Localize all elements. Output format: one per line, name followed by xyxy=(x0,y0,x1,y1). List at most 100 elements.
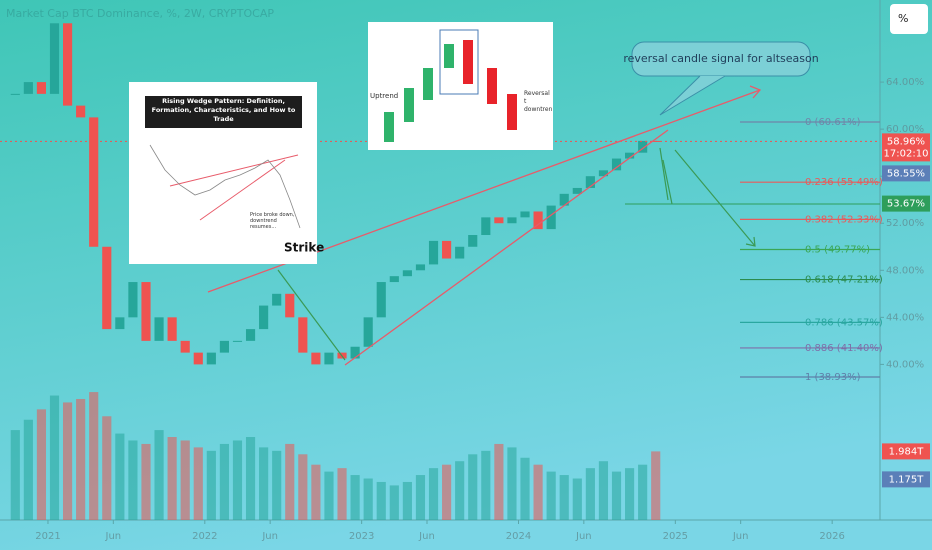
inset-brand: Strike xyxy=(284,241,324,255)
volume-bar xyxy=(520,457,530,520)
volume-bar xyxy=(102,416,112,520)
price-badge-sub: 17:02:10 xyxy=(884,148,929,159)
volume-bar xyxy=(180,440,190,520)
volume-bar xyxy=(337,468,347,520)
candle xyxy=(546,205,556,230)
candle xyxy=(298,317,308,353)
volume-bar xyxy=(611,471,622,520)
candle xyxy=(442,240,452,259)
volume-bar xyxy=(376,481,386,520)
volume-bar xyxy=(625,468,635,520)
candle xyxy=(10,93,20,95)
price-badge xyxy=(882,165,930,182)
volume-bar xyxy=(324,471,334,520)
inset-title-bg xyxy=(145,96,302,128)
x-tick-label: 2021 xyxy=(35,531,60,542)
volume-bar xyxy=(232,440,243,520)
candle xyxy=(376,282,386,318)
fib-label: 0.236 (55.49%) xyxy=(805,177,883,188)
candle xyxy=(23,82,33,94)
volume-bar xyxy=(245,437,256,520)
candle xyxy=(128,282,138,318)
inset-price xyxy=(149,144,301,229)
unit-button[interactable] xyxy=(890,4,928,34)
candle xyxy=(611,158,622,171)
candle xyxy=(285,293,295,318)
inset-right-box: Reversal t downtren xyxy=(524,90,552,112)
fib-label: 0.382 (52.33%) xyxy=(805,214,883,225)
price-badge-label: 53.67% xyxy=(887,199,925,210)
candle xyxy=(324,352,334,365)
volume-bar xyxy=(572,478,582,520)
fib-label: 0.5 (49.77%) xyxy=(805,244,870,255)
candle xyxy=(193,352,203,365)
volume-bar xyxy=(206,450,216,520)
candle xyxy=(141,282,151,341)
price-badge-label: 58.96% xyxy=(887,136,925,147)
x-tick-label: Jun xyxy=(732,531,749,542)
inset-line xyxy=(199,159,286,221)
inset-note: Price broke down, downtrend resumes... xyxy=(250,212,295,230)
candle xyxy=(363,317,373,347)
volume-bar xyxy=(76,398,86,520)
marks: 64.00%60.00%56.00%52.00%48.00%44.00%40.0… xyxy=(0,23,930,542)
wedge-arrow-head xyxy=(749,85,762,99)
volume-bar xyxy=(298,454,308,520)
volume-bar xyxy=(285,443,295,520)
y-tick-label: 64.00% xyxy=(886,77,924,88)
volume-bar xyxy=(415,475,426,520)
candle xyxy=(481,217,491,236)
callout-pointer xyxy=(659,75,726,116)
inset-candle xyxy=(404,88,414,122)
unit-button-label[interactable]: % xyxy=(898,12,908,25)
volume-bar xyxy=(585,468,595,520)
volume-bar xyxy=(62,402,73,520)
inset-title-box: Rising Wedge Pattern: Definition, Format… xyxy=(151,97,296,123)
candle xyxy=(402,270,412,277)
y-tick-label: 44.00% xyxy=(886,312,924,323)
inset-candle xyxy=(487,68,497,104)
volume-bar xyxy=(115,433,125,520)
candle xyxy=(494,217,504,224)
y-tick-label: 52.00% xyxy=(886,218,924,229)
volume-bar xyxy=(533,464,543,520)
y-tick-label: 60.00% xyxy=(886,124,924,135)
x-tick-label: 2025 xyxy=(663,531,688,542)
inset-left: Uptrend xyxy=(370,92,398,100)
volume-bar xyxy=(468,454,478,520)
candle xyxy=(76,105,86,118)
candle xyxy=(245,329,256,341)
candle xyxy=(180,340,190,353)
volume-bar xyxy=(36,409,47,520)
candle xyxy=(585,176,595,188)
volume-bar xyxy=(638,464,648,520)
volume-bar xyxy=(167,437,177,520)
price-badge xyxy=(882,133,930,162)
x-tick-label: 2022 xyxy=(192,531,217,542)
candle xyxy=(36,82,47,94)
volume-bar xyxy=(651,451,661,520)
x-tick-label: Jun xyxy=(105,531,122,542)
candle xyxy=(428,240,439,265)
volume-bar xyxy=(363,478,373,520)
green-arrow-2 xyxy=(674,149,756,247)
volume-bar xyxy=(141,443,151,520)
candle xyxy=(232,340,243,342)
inset-candle xyxy=(423,68,433,100)
candle xyxy=(62,23,73,106)
candle xyxy=(89,117,99,247)
inset-candle xyxy=(463,40,473,84)
candle xyxy=(533,211,543,230)
volume-bar xyxy=(193,447,203,520)
candle xyxy=(115,317,125,330)
volume-bar xyxy=(481,450,491,520)
candle xyxy=(272,293,282,306)
candle xyxy=(559,193,569,206)
x-tick-label: Jun xyxy=(575,531,592,542)
candle xyxy=(167,317,177,341)
candle xyxy=(598,170,609,177)
volume-bar xyxy=(598,461,609,520)
inset-box xyxy=(439,29,479,95)
inset-title: Rising Wedge Pattern: Definition, Format… xyxy=(151,97,296,123)
